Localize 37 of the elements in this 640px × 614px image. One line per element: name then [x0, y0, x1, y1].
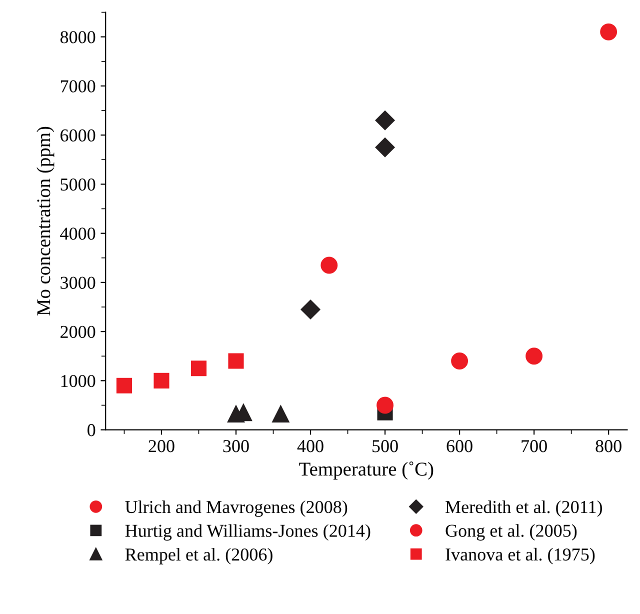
y-tick-label: 3000: [60, 276, 96, 289]
legend-label: Hurtig and Williams-Jones (2014): [125, 524, 370, 541]
y-tick-label: 1000: [61, 374, 96, 388]
point: [375, 110, 395, 130]
y-tick-label: 4000: [60, 228, 96, 240]
legend-label: Ulrich and Mavrogenes (2008): [125, 500, 348, 517]
point: [376, 396, 394, 414]
y-tick-label: 8000: [60, 31, 96, 44]
point: [272, 406, 290, 423]
y-tick-label: 2000: [60, 326, 96, 338]
legend-label: Gong et al. (2005): [446, 524, 577, 541]
x-tick-label: 600: [446, 440, 472, 452]
point: [375, 138, 395, 158]
x-tick-label: 300: [223, 440, 249, 452]
y-tick-label: 6000: [60, 129, 96, 142]
legend-label: Ivanova et al. (1975): [446, 548, 595, 564]
x-tick-label: 400: [297, 440, 324, 452]
x-axis-title: Temperature (˚C): [299, 461, 434, 480]
y-tick-label: 0: [88, 424, 96, 436]
point: [116, 378, 132, 394]
point: [526, 348, 543, 365]
legend-label: Rempel et al. (2006): [125, 548, 272, 564]
x-tick-label: 700: [522, 440, 547, 452]
point: [451, 352, 468, 370]
x-tick-label: 800: [596, 440, 622, 452]
y-axis-title: Mo concentration (ppm): [36, 126, 54, 316]
point: [190, 360, 207, 376]
x-tick-label: 200: [148, 440, 174, 452]
point: [600, 23, 618, 40]
y-tick-label: 7000: [60, 80, 96, 92]
legend-label: Meredith et al. (2011): [446, 500, 602, 517]
point: [154, 372, 170, 388]
point: [320, 256, 338, 274]
point: [228, 353, 244, 369]
x-tick-label: 500: [372, 440, 398, 452]
y-tick-label: 5000: [60, 178, 96, 191]
point: [300, 300, 320, 320]
